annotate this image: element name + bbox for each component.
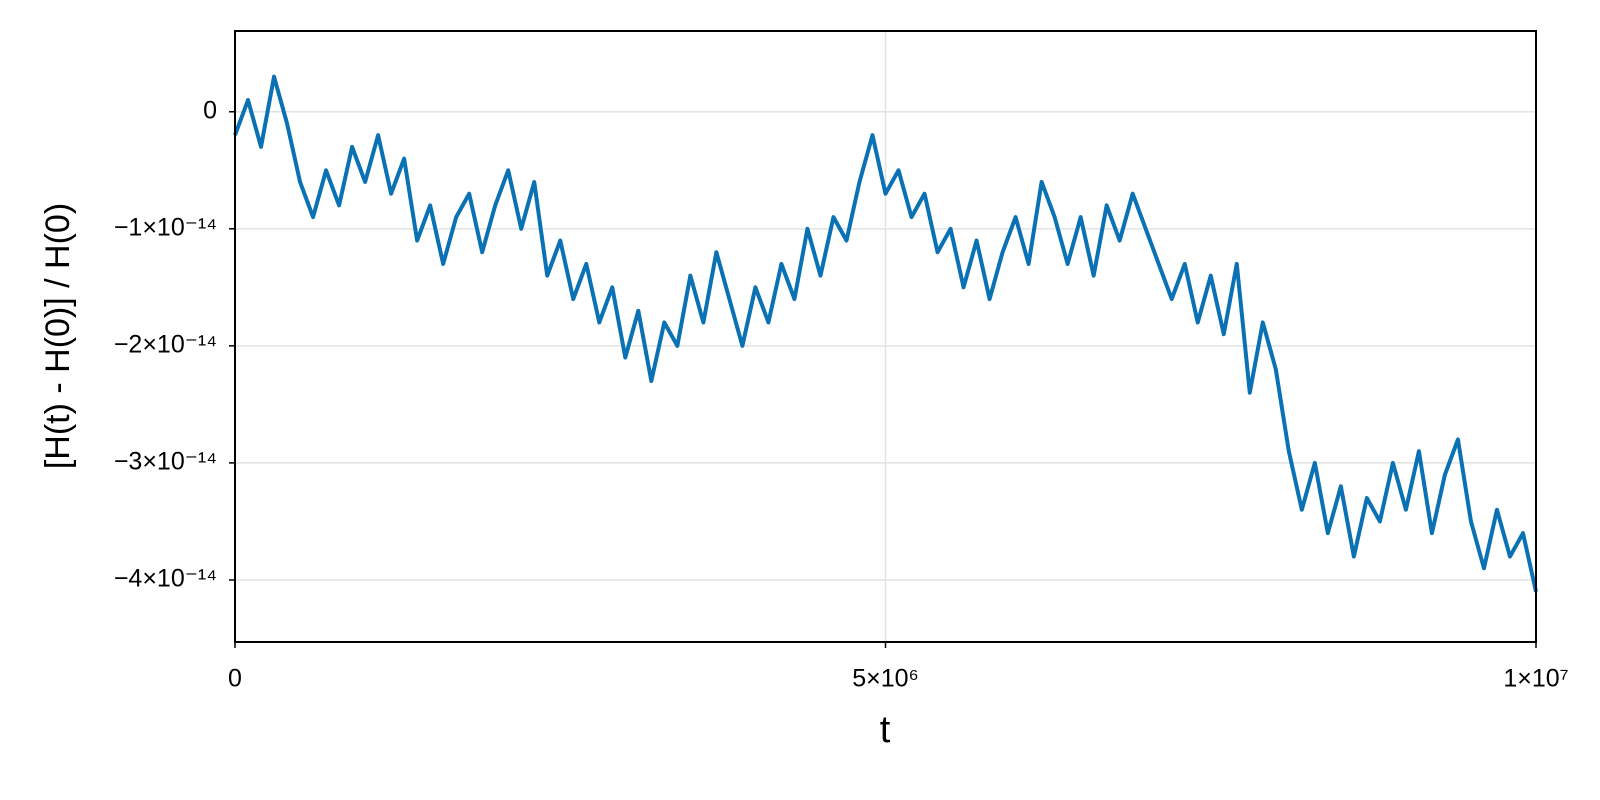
y-axis-label: [H(t) - H(0)] / H(0)	[39, 203, 77, 469]
x-tick-label: 1×10⁷	[1503, 665, 1568, 693]
y-tick-label: −2×10⁻¹⁴	[114, 330, 217, 358]
y-tick-label: −3×10⁻¹⁴	[114, 448, 217, 476]
y-tick-label: −1×10⁻¹⁴	[114, 213, 217, 241]
plot-frame	[234, 30, 1537, 643]
x-tick-label: 5×10⁶	[852, 665, 919, 693]
x-axis-label: t	[880, 709, 891, 751]
y-tick-label: 0	[203, 96, 217, 124]
line-series	[233, 74, 1538, 593]
y-tick-label: −4×10⁻¹⁴	[114, 565, 217, 593]
x-tick-label: 0	[228, 665, 242, 693]
